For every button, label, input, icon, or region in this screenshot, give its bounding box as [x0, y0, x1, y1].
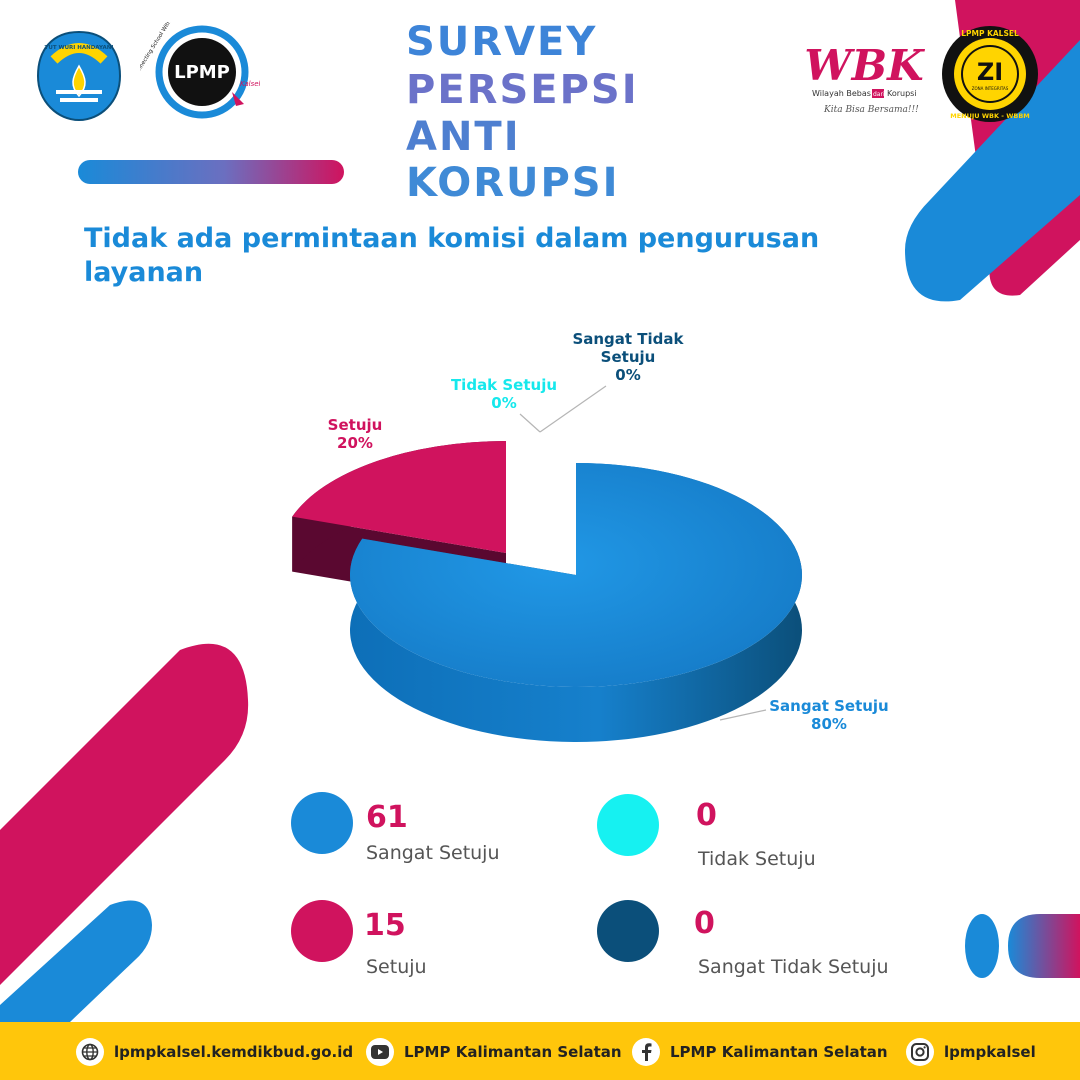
- top-right-blue-stripe: [905, 40, 1080, 302]
- pie-label-sangat-tidak-setuju: Sangat Tidak Setuju 0%: [568, 330, 688, 384]
- footer-bar: [0, 1022, 1080, 1080]
- footer-instagram-text: lpmpkalsel: [944, 1043, 1036, 1061]
- legend-dot-sangat-setuju: [291, 792, 353, 854]
- instagram-icon: [906, 1038, 934, 1066]
- bottom-right-gradient-pill: [1008, 914, 1080, 978]
- title-line-2: PERSEPSI: [406, 67, 639, 113]
- pie-label-tidak-setuju-name: Tidak Setuju: [450, 376, 558, 394]
- title-line-4: KORUPSI: [406, 160, 620, 206]
- legend-value-tidak-setuju: 0: [696, 798, 717, 833]
- pie-label-sangat-setuju: Sangat Setuju 80%: [764, 697, 894, 733]
- zi-main-text: ZI: [977, 58, 1003, 86]
- pie-label-setuju: Setuju 20%: [310, 416, 400, 452]
- title-line-1: SURVEY: [406, 19, 598, 65]
- pie-chart: [292, 385, 802, 742]
- legend-label-tidak-setuju: Tidak Setuju: [698, 848, 816, 870]
- survey-question: Tidak ada permintaan komisi dalam pengur…: [84, 223, 820, 288]
- leader-line-tidak-setuju: [519, 413, 541, 433]
- legend-dot-sangat-tidak-setuju: [597, 900, 659, 962]
- pie-label-sangat-tidak-setuju-pct: 0%: [615, 366, 641, 384]
- wbk-slogan: Kita Bisa Bersama!!!: [823, 105, 919, 115]
- pie-label-tidak-setuju: Tidak Setuju 0%: [446, 376, 562, 412]
- legend-value-setuju: 15: [364, 908, 406, 943]
- legend-value-sangat-setuju: 61: [366, 800, 408, 835]
- legend-dot-setuju: [291, 900, 353, 962]
- leader-line-sangat-tidak-setuju: [539, 385, 607, 433]
- zi-bottom-text: MENUJU WBK - WBBM: [950, 112, 1030, 120]
- legend-value-sangat-tidak-setuju: 0: [694, 906, 715, 941]
- wbk-logo-text: WBK: [806, 41, 925, 90]
- footer-website[interactable]: lpmpkalsel.kemdikbud.go.id: [76, 1038, 353, 1066]
- zi-sub-text: ZONA INTEGRITAS: [972, 86, 1009, 91]
- legend-label-sangat-setuju: Sangat Setuju: [366, 842, 500, 864]
- pie-leader-lines: [519, 385, 767, 721]
- legend-label-sangat-tidak-setuju: Sangat Tidak Setuju: [698, 956, 889, 978]
- header-gradient-bar: [78, 160, 344, 184]
- footer-youtube[interactable]: LPMP Kalimantan Selatan: [366, 1038, 622, 1066]
- footer-facebook[interactable]: LPMP Kalimantan Selatan: [632, 1038, 888, 1066]
- globe-icon: [76, 1038, 104, 1066]
- lpmp-logo-text: LPMP: [174, 62, 230, 83]
- bottom-right-blue-pill: [965, 914, 999, 978]
- wbk-sub-left: Wilayah Bebas: [812, 89, 871, 98]
- pie-label-sangat-setuju-pct: 80%: [811, 715, 847, 733]
- youtube-icon: [366, 1038, 394, 1066]
- pie-label-sangat-tidak-setuju-name: Sangat Tidak Setuju: [572, 330, 684, 366]
- title-line-3: ANTI: [406, 114, 521, 160]
- pie-slice-sangat-setuju-top: [350, 463, 802, 687]
- legend-dot-tidak-setuju: [597, 794, 659, 856]
- wbk-sub-right: Korupsi: [887, 89, 917, 98]
- legend-label-setuju: Setuju: [366, 956, 427, 978]
- lpmp-logo-sub: Kalsel: [240, 80, 260, 88]
- zona-integritas-badge: LPMP KALSEL ZI ZONA INTEGRITAS MENUJU WB…: [942, 26, 1038, 122]
- pie-label-setuju-name: Setuju: [327, 416, 383, 434]
- wbk-logo: WBK Wilayah Bebas dari Korupsi Kita Bisa…: [806, 41, 925, 115]
- footer-facebook-text: LPMP Kalimantan Selatan: [670, 1043, 888, 1061]
- pie-slice-sangat-setuju: [350, 463, 802, 742]
- pie-slices: [292, 441, 802, 742]
- facebook-icon: [632, 1038, 660, 1066]
- footer-instagram[interactable]: lpmpkalsel: [906, 1038, 1036, 1066]
- footer-youtube-text: LPMP Kalimantan Selatan: [404, 1043, 622, 1061]
- pie-label-setuju-pct: 20%: [337, 434, 373, 452]
- zi-top-text: LPMP KALSEL: [961, 29, 1019, 38]
- pie-label-sangat-setuju-name: Sangat Setuju: [769, 697, 889, 715]
- tut-wuri-handayani-logo: TUT WURI HANDAYANI: [36, 30, 122, 122]
- bottom-left-blue-stripe: [0, 900, 152, 1022]
- wbk-sub-mid: dari: [873, 91, 885, 98]
- lpmp-logo: LPMP Kalsel Connecting School With Quali…: [140, 22, 260, 119]
- bottom-left-pink-stripe: [0, 643, 249, 985]
- tutwuri-text: TUT WURI HANDAYANI: [45, 45, 114, 51]
- footer-website-text: lpmpkalsel.kemdikbud.go.id: [114, 1043, 354, 1061]
- leader-line-sangat-setuju: [719, 709, 767, 721]
- pie-slice-setuju-top: [292, 441, 506, 553]
- pie-label-tidak-setuju-pct: 0%: [491, 394, 517, 412]
